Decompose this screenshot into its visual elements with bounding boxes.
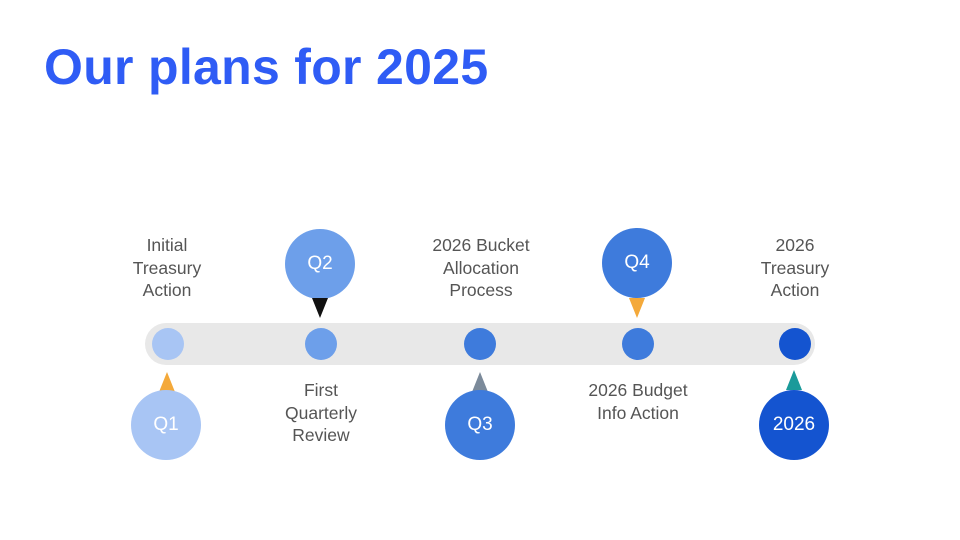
pointer-down-q4: [629, 298, 645, 318]
milestone-label-q2: First Quarterly Review: [285, 380, 357, 445]
milestone-label-2026: 2026 Treasury Action: [760, 235, 830, 300]
milestone-bubble-q4: Q4: [602, 228, 672, 298]
timeline-dot-q4: [622, 328, 654, 360]
milestone-label-q3: 2026 Bucket Allocation Process: [432, 235, 530, 300]
page-title: Our plans for 2025: [44, 39, 489, 95]
timeline-dot-q3: [464, 328, 496, 360]
milestone-bubble-2026: 2026: [759, 390, 829, 460]
timeline-dot-q2: [305, 328, 337, 360]
pointer-up-q3: [472, 372, 488, 392]
pointer-up-q1: [159, 372, 175, 392]
milestone-bubble-q3: Q3: [445, 390, 515, 460]
milestone-label-q1: Initial Treasury Action: [132, 235, 202, 300]
milestone-label-q4: 2026 Budget Info Action: [588, 380, 688, 423]
milestone-bubble-q1: Q1: [131, 390, 201, 460]
pointer-down-q2: [312, 298, 328, 318]
pointer-up-2026: [786, 370, 802, 390]
milestone-bubble-q2: Q2: [285, 229, 355, 299]
timeline-dot-2026: [779, 328, 811, 360]
timeline-dot-q1: [152, 328, 184, 360]
